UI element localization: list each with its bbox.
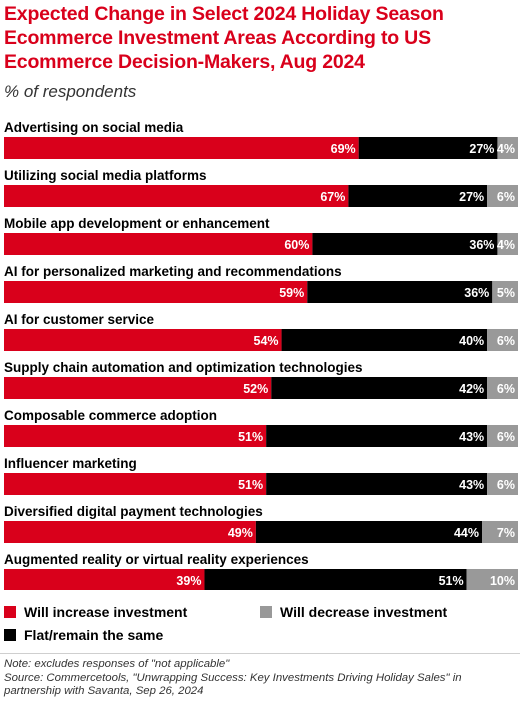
bar-segment	[4, 569, 205, 590]
legend-label-flat: Flat/remain the same	[24, 627, 164, 643]
data-label: 43%	[459, 430, 484, 444]
data-label: 6%	[497, 430, 515, 444]
data-label: 40%	[459, 334, 484, 348]
data-label: 4%	[497, 142, 515, 156]
data-label: 4%	[497, 238, 515, 252]
bar-segment	[497, 233, 518, 255]
bar-segment	[4, 329, 282, 351]
category-label: Influencer marketing	[4, 456, 137, 471]
category-label: Mobile app development or enhancement	[4, 216, 270, 231]
category-label: Supply chain automation and optimization…	[4, 360, 363, 375]
bar-segment	[204, 569, 467, 590]
category-label: Advertising on social media	[4, 120, 184, 135]
data-label: 36%	[464, 286, 489, 300]
bar-segment	[255, 521, 483, 543]
category-label: Diversified digital payment technologies	[4, 504, 263, 519]
bar-segment	[266, 473, 488, 495]
data-label: 67%	[320, 190, 345, 204]
legend-swatch-flat	[4, 629, 16, 641]
category-label: AI for personalized marketing and recomm…	[4, 264, 342, 279]
legend-item-decrease: Will decrease investment	[260, 604, 447, 620]
bar-segment	[492, 281, 518, 303]
data-label: 51%	[439, 574, 464, 588]
bar-segment	[4, 281, 308, 303]
bar-segment	[4, 377, 272, 399]
data-label: 59%	[279, 286, 304, 300]
bar-segment	[487, 329, 518, 351]
data-label: 49%	[228, 526, 253, 540]
footnote: Note: excludes responses of "not applica…	[4, 658, 514, 699]
bar-segment	[4, 233, 313, 255]
data-label: 5%	[497, 286, 515, 300]
bar-segment	[482, 521, 518, 543]
bar-segment	[4, 425, 267, 447]
legend-label-increase: Will increase investment	[24, 604, 188, 620]
legend-swatch-decrease	[260, 606, 272, 618]
legend-item-increase: Will increase investment	[4, 604, 187, 620]
bar-segment	[487, 185, 518, 207]
data-label: 27%	[469, 142, 494, 156]
data-label: 27%	[459, 190, 484, 204]
chart-title: Expected Change in Select 2024 Holiday S…	[4, 3, 444, 73]
bar-segment	[307, 281, 493, 303]
bar-segment	[4, 521, 256, 543]
legend-label-decrease: Will decrease investment	[280, 604, 448, 620]
data-label: 51%	[238, 478, 263, 492]
bar-segment	[487, 473, 518, 495]
data-label: 6%	[497, 382, 515, 396]
legend-swatch-increase	[4, 606, 16, 618]
bar-segment	[312, 233, 498, 255]
bar-segment	[487, 425, 518, 447]
data-label: 52%	[243, 382, 268, 396]
bar-segment	[497, 137, 518, 159]
data-label: 6%	[497, 478, 515, 492]
data-label: 43%	[459, 478, 484, 492]
data-label: 6%	[497, 334, 515, 348]
bar-segment	[4, 137, 359, 159]
category-label: AI for customer service	[4, 312, 155, 327]
bar-segment	[348, 185, 488, 207]
bar-segment	[487, 377, 518, 399]
legend-item-flat: Flat/remain the same	[4, 627, 163, 643]
footnote-divider	[0, 653, 520, 654]
bar-segment	[4, 185, 349, 207]
bar-segment	[466, 569, 518, 590]
bar-segment	[281, 329, 488, 351]
data-label: 7%	[497, 526, 515, 540]
data-label: 44%	[454, 526, 479, 540]
bar-segment	[4, 473, 267, 495]
data-label: 39%	[176, 574, 201, 588]
bar-segment	[266, 425, 488, 447]
chart-subtitle: % of respondents	[4, 82, 137, 101]
data-label: 36%	[469, 238, 494, 252]
data-label: 69%	[331, 142, 356, 156]
footnote-note: Note: excludes responses of "not applica…	[4, 658, 230, 670]
data-label: 10%	[490, 574, 515, 588]
data-label: 42%	[459, 382, 484, 396]
footnote-source: Source: Commercetools, "Unwrapping Succe…	[4, 671, 462, 698]
data-label: 6%	[497, 190, 515, 204]
category-label: Utilizing social media platforms	[4, 168, 207, 183]
category-label: Augmented reality or virtual reality exp…	[4, 552, 309, 567]
data-label: 60%	[284, 238, 309, 252]
data-label: 54%	[254, 334, 279, 348]
category-label: Composable commerce adoption	[4, 408, 217, 423]
bar-segment	[271, 377, 488, 399]
bar-segment	[358, 137, 498, 159]
data-label: 51%	[238, 430, 263, 444]
